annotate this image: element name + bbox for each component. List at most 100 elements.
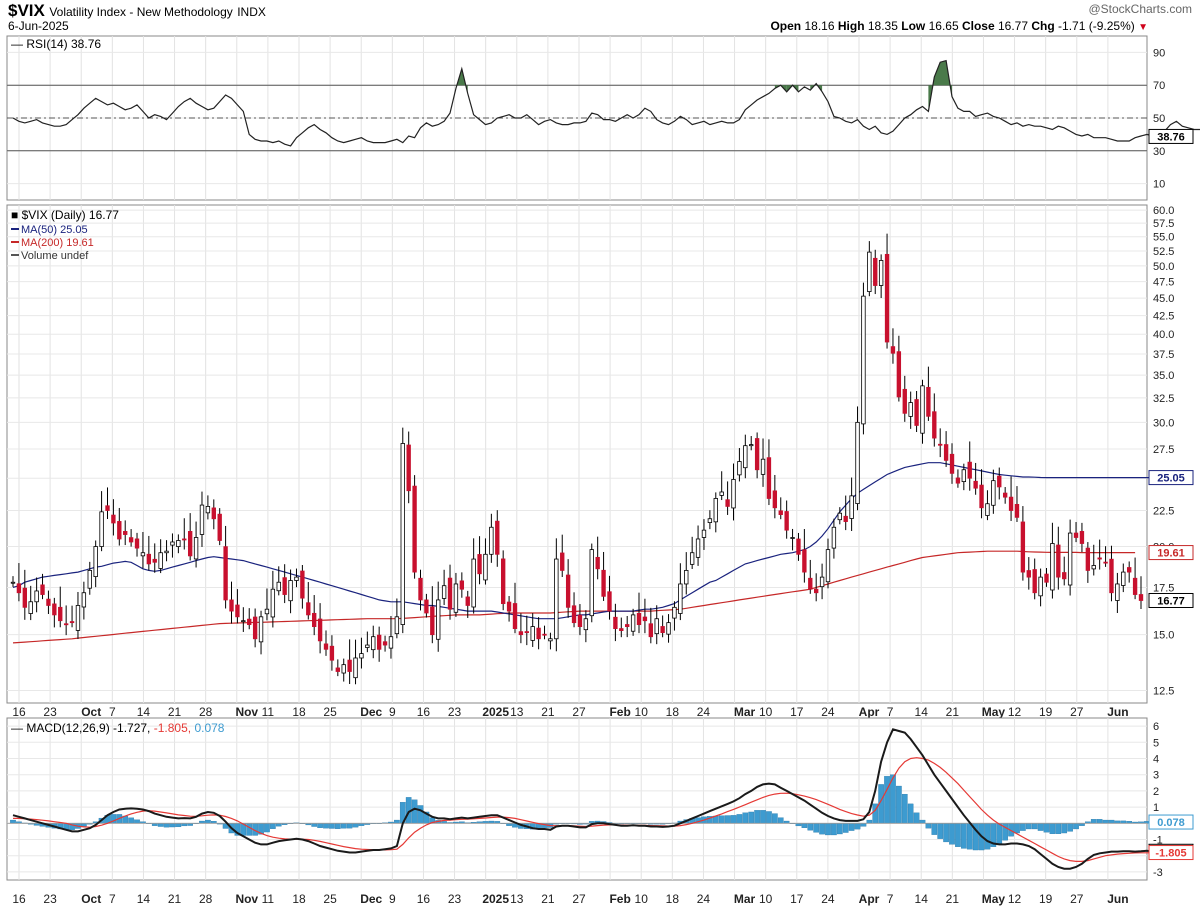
chart-date: 6-Jun-2025 xyxy=(8,19,69,33)
candle-body xyxy=(164,550,169,554)
candle-body xyxy=(63,623,69,626)
macd-histogram-bar xyxy=(1014,823,1020,834)
rsi-last-value-text: 38.76 xyxy=(1157,131,1185,143)
macd-histogram-bar xyxy=(724,815,731,824)
macd-histogram-bar xyxy=(825,823,831,836)
candle-body xyxy=(87,570,92,589)
price-y-tick-label: 27.5 xyxy=(1153,444,1174,456)
price-y-tick-label: 45.0 xyxy=(1153,293,1174,305)
price-last-label xyxy=(1148,470,1194,486)
price-legend-entry: MA(200) 19.61 xyxy=(21,237,94,249)
candle-body xyxy=(506,601,512,612)
candle-body xyxy=(560,552,565,571)
candle-body xyxy=(371,636,376,651)
macd-histogram-bar xyxy=(754,810,760,824)
candle-body xyxy=(117,521,122,540)
price-y-tick-label: 32.5 xyxy=(1153,393,1174,405)
price-y-tick-label: 17.5 xyxy=(1153,582,1174,594)
macd-histogram-bar xyxy=(246,823,253,836)
candle-body xyxy=(577,614,583,627)
candle-body xyxy=(199,504,205,535)
candle-body xyxy=(831,526,837,549)
macd-histogram-bar xyxy=(175,823,182,828)
candle-body xyxy=(1002,492,1008,498)
macd-x-tick-label: 17 xyxy=(790,892,804,906)
candle-body xyxy=(1067,532,1073,586)
candle-body xyxy=(902,388,907,414)
price-y-tick-label: 42.5 xyxy=(1153,311,1174,323)
candle-body xyxy=(1050,543,1055,591)
price-x-tick-label: Dec xyxy=(360,705,382,719)
price-x-tick-label: 27 xyxy=(572,705,586,719)
macd-histogram-bar xyxy=(884,776,890,824)
candle-body xyxy=(530,626,535,641)
macd-x-tick-label: 10 xyxy=(635,892,649,906)
macd-histogram-bar xyxy=(984,823,991,850)
candle-body xyxy=(908,402,913,417)
macd-histogram-bar xyxy=(1061,823,1068,834)
candle-body xyxy=(890,346,896,354)
candle-body xyxy=(607,591,612,612)
candle-body xyxy=(453,583,459,613)
macd-histogram-bar xyxy=(1090,819,1097,824)
candle-body xyxy=(459,580,465,590)
macd-x-tick-label: Nov xyxy=(235,892,258,906)
candle-body xyxy=(743,445,748,469)
candle-body xyxy=(949,453,955,474)
price-x-tick-label: Apr xyxy=(859,705,880,719)
candle-body xyxy=(1115,583,1120,601)
macd-histogram-bar xyxy=(925,823,932,829)
macd-histogram-bar xyxy=(1043,823,1050,833)
price-x-tick-label: 28 xyxy=(199,705,213,719)
chart-header: $VIX Volatility Index - New Methodology … xyxy=(8,1,266,21)
price-legend-entry: MA(50) 25.05 xyxy=(21,224,88,236)
macd-histogram-bar xyxy=(949,823,955,845)
price-y-tick-label: 47.5 xyxy=(1153,277,1174,289)
macd-histogram-bar xyxy=(275,823,282,827)
candle-body xyxy=(146,553,152,565)
candle-body xyxy=(134,538,140,549)
macd-histogram-bar xyxy=(955,823,961,847)
rsi-line xyxy=(12,59,1200,147)
macd-x-tick-label: 12 xyxy=(1008,892,1022,906)
candle-body xyxy=(323,643,329,650)
candle-body xyxy=(701,529,707,538)
macd-histogram-bar xyxy=(913,812,920,824)
macd-last-label xyxy=(1148,845,1194,861)
price-x-tick-label: 18 xyxy=(292,705,306,719)
macd-histogram-bar xyxy=(772,813,778,824)
macd-x-tick-label: 16 xyxy=(417,892,431,906)
candle-body xyxy=(1085,547,1091,571)
candle-body xyxy=(1020,521,1026,573)
macd-histogram-bar xyxy=(848,823,855,831)
macd-histogram-bar xyxy=(842,823,849,833)
macd-histogram-bar xyxy=(907,803,914,824)
price-last-label xyxy=(1148,592,1194,608)
candle-body xyxy=(376,634,382,650)
candle-body xyxy=(896,351,902,398)
macd-x-tick-label: 21 xyxy=(541,892,555,906)
candle-body xyxy=(654,618,659,635)
candle-body xyxy=(973,480,978,489)
candle-body xyxy=(843,515,848,522)
candle-body xyxy=(867,251,872,292)
candle-body xyxy=(288,580,293,602)
low-value: 16.65 xyxy=(928,19,959,33)
macd-histogram-bar xyxy=(128,817,134,824)
candle-body xyxy=(306,602,311,616)
candle-body xyxy=(28,601,33,614)
macd-x-tick-label: 25 xyxy=(323,892,337,906)
candle-body xyxy=(270,588,276,618)
candle-body xyxy=(500,558,506,605)
candle-body xyxy=(512,603,518,629)
candle-body xyxy=(1044,573,1049,583)
high-label: High xyxy=(837,19,865,33)
macd-x-tick-label: 28 xyxy=(199,892,213,906)
candle-body xyxy=(648,623,654,638)
price-x-tick-label: 25 xyxy=(323,705,337,719)
candle-body xyxy=(1062,572,1067,580)
macd-histogram-bar xyxy=(854,823,861,830)
candle-body xyxy=(158,552,163,569)
candle-body xyxy=(589,549,594,617)
candle-body xyxy=(430,606,435,636)
